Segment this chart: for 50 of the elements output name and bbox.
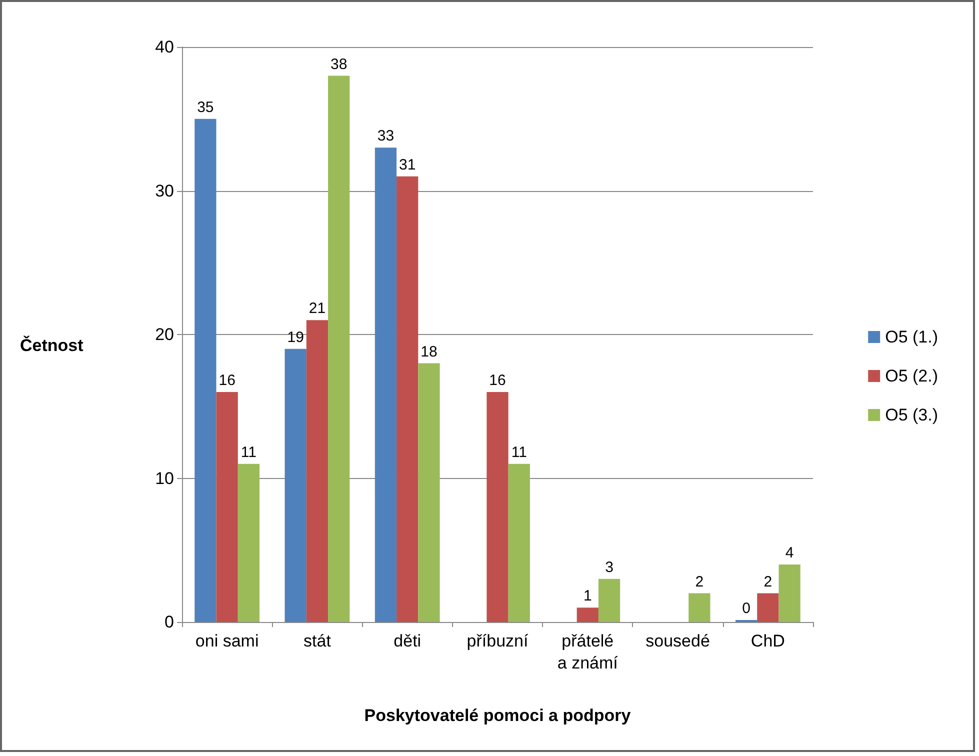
data-label: 18 <box>420 343 438 360</box>
bar <box>238 464 260 622</box>
bar <box>508 464 530 622</box>
x-tick-label: stát <box>304 632 332 650</box>
data-label: 31 <box>399 156 416 174</box>
y-axis-title: Četnost <box>20 335 84 355</box>
bar <box>418 363 440 622</box>
x-axis-title: Poskytovatelé pomoci a podpory <box>364 706 632 725</box>
bar <box>598 578 620 622</box>
y-tick-label: 40 <box>155 38 174 56</box>
data-label: 21 <box>308 300 326 318</box>
data-label: 19 <box>287 328 304 346</box>
data-label: 16 <box>218 372 236 389</box>
bar <box>396 176 418 622</box>
legend-label: O5 (1.) <box>885 328 938 346</box>
bar <box>306 320 328 622</box>
bar <box>757 593 779 622</box>
x-tick-label: ChD <box>750 632 785 650</box>
x-tick-label: děti <box>394 632 422 650</box>
y-tick-label: 20 <box>155 325 174 344</box>
bar <box>688 593 710 622</box>
data-label: 0 <box>742 600 750 617</box>
legend-label: O5 (3.) <box>885 406 938 424</box>
y-tick-label: 30 <box>155 181 174 200</box>
bar <box>576 608 598 622</box>
bar <box>328 76 350 622</box>
data-label: 2 <box>695 573 704 590</box>
x-tick-label: sousedé <box>646 632 710 650</box>
data-label: 35 <box>197 98 214 116</box>
bar <box>194 118 216 622</box>
data-label: 38 <box>330 56 348 73</box>
data-label: 33 <box>377 128 394 145</box>
y-tick-label: 10 <box>155 468 174 488</box>
legend-label: O5 (2.) <box>885 366 938 386</box>
x-tick-label: oni sami <box>195 632 259 650</box>
data-label: 2 <box>764 573 772 590</box>
bar <box>374 148 397 622</box>
bar <box>284 348 306 622</box>
bar <box>216 392 238 622</box>
data-label: 11 <box>511 444 527 461</box>
data-label: 3 <box>605 558 614 576</box>
bar <box>486 392 508 622</box>
data-label: 16 <box>489 372 506 389</box>
data-label: 1 <box>583 588 592 605</box>
x-tick-label: příbuzní <box>466 632 528 650</box>
x-tick-label: přátelé a známí <box>557 632 618 672</box>
y-tick-label: 0 <box>164 612 174 632</box>
bar <box>778 564 800 622</box>
data-label: 11 <box>240 444 256 461</box>
data-label: 4 <box>785 544 794 562</box>
